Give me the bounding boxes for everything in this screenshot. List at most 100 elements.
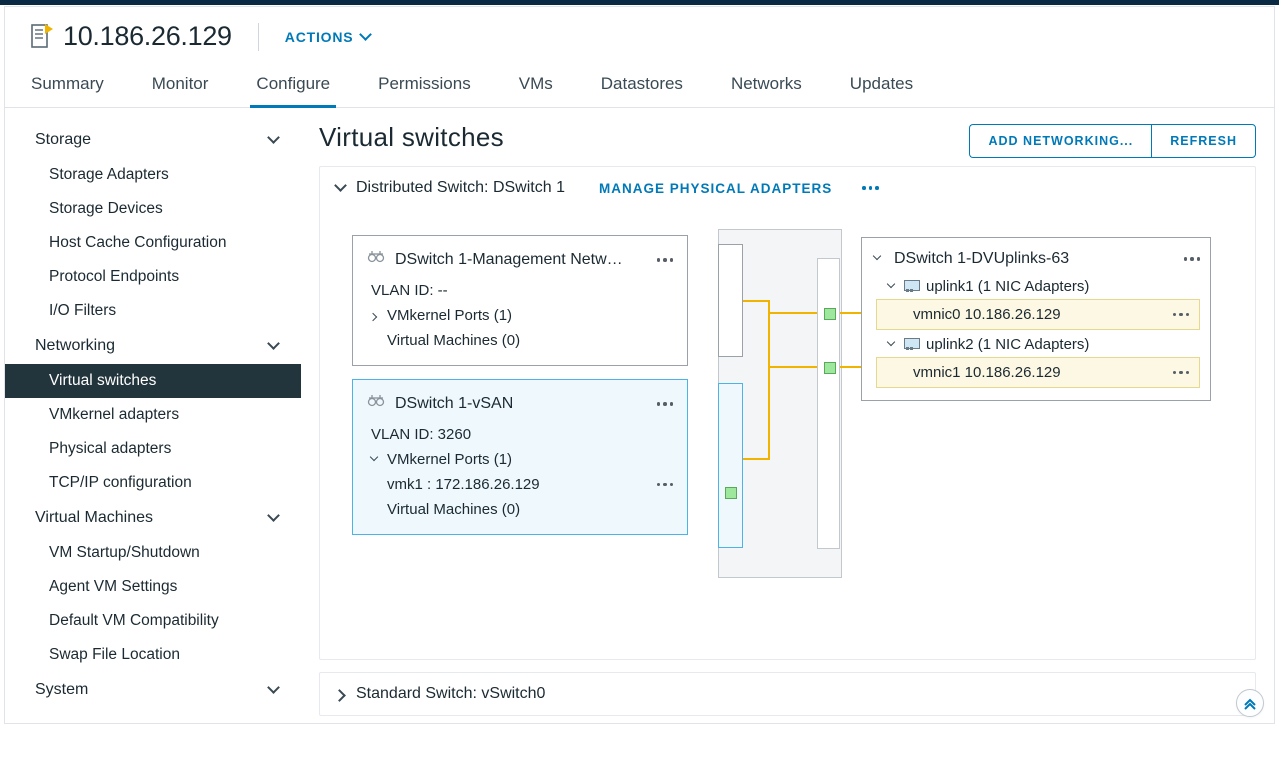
chevron-down-icon xyxy=(269,341,279,351)
dswitch-actions-menu[interactable] xyxy=(862,186,879,190)
uplinks-actions-menu[interactable] xyxy=(1184,257,1201,261)
chevron-down-icon xyxy=(269,685,279,695)
sidebar-section-networking[interactable]: Networking xyxy=(5,328,301,364)
chevron-right-icon xyxy=(371,312,379,320)
page-container: 10.186.26.129 ACTIONS Summary Monitor Co… xyxy=(4,6,1275,724)
sidebar-item-io-filters[interactable]: I/O Filters xyxy=(5,294,301,328)
vmk-item-row[interactable]: vmk1 : 172.186.26.129 xyxy=(367,472,673,497)
sidebar-item-protocol-endpoints[interactable]: Protocol Endpoints xyxy=(5,260,301,294)
content-header: Virtual switches ADD NETWORKING... REFRE… xyxy=(319,122,1256,158)
chevron-down-icon[interactable] xyxy=(874,255,882,263)
topology-wire xyxy=(770,312,817,314)
uplink-node-icon xyxy=(824,362,836,374)
vmkernel-ports-row[interactable]: VMkernel Ports (1) xyxy=(367,303,673,328)
tab-configure[interactable]: Configure xyxy=(250,68,336,107)
portgroup-stub xyxy=(718,244,743,357)
portgroup-card-vsan[interactable]: DSwitch 1-vSAN VLAN ID: 3260 VMkernel Po… xyxy=(352,379,688,535)
topology-wire xyxy=(770,366,817,368)
sidebar-item-agent-vm[interactable]: Agent VM Settings xyxy=(5,570,301,604)
tab-networks[interactable]: Networks xyxy=(725,68,808,107)
vlan-label: VLAN ID: -- xyxy=(367,278,673,303)
uplinks-title: DSwitch 1-DVUplinks-63 xyxy=(894,250,1069,268)
add-networking-button[interactable]: ADD NETWORKING... xyxy=(969,124,1151,158)
topology-center-uplink-bar xyxy=(817,258,840,549)
dswitch-header: Distributed Switch: DSwitch 1 MANAGE PHY… xyxy=(320,167,1255,209)
sidebar-section-virtual-machines[interactable]: Virtual Machines xyxy=(5,500,301,536)
sidebar-item-default-vm-compat[interactable]: Default VM Compatibility xyxy=(5,604,301,638)
uplink-node-icon xyxy=(824,308,836,320)
virtual-machines-label: Virtual Machines (0) xyxy=(367,328,673,353)
sidebar-item-tcpip[interactable]: TCP/IP configuration xyxy=(5,466,301,500)
tab-updates[interactable]: Updates xyxy=(844,68,919,107)
sidebar-item-storage-devices[interactable]: Storage Devices xyxy=(5,192,301,226)
portgroup-icon xyxy=(367,394,385,414)
nic-icon xyxy=(904,280,920,293)
sidebar-item-vm-startup[interactable]: VM Startup/Shutdown xyxy=(5,536,301,570)
topology-wire xyxy=(840,312,861,314)
chevron-down-icon xyxy=(888,341,896,349)
portgroup-stub-selected xyxy=(718,383,743,548)
sidebar-item-swap-file[interactable]: Swap File Location xyxy=(5,638,301,672)
tab-datastores[interactable]: Datastores xyxy=(595,68,689,107)
sidebar-item-storage-adapters[interactable]: Storage Adapters xyxy=(5,158,301,192)
dswitch-label[interactable]: Distributed Switch: DSwitch 1 xyxy=(356,179,565,197)
portgroup-card-management[interactable]: DSwitch 1-Management Netw… VLAN ID: -- V… xyxy=(352,235,688,366)
vmnic-row[interactable]: vmnic0 10.186.26.129 xyxy=(876,299,1200,330)
tab-vms[interactable]: VMs xyxy=(513,68,559,107)
actions-menu[interactable]: ACTIONS xyxy=(285,29,372,45)
uplink-row[interactable]: uplink1 (1 NIC Adapters) xyxy=(874,274,1200,299)
uplink-label: uplink1 (1 NIC Adapters) xyxy=(926,278,1089,295)
chevron-down-icon xyxy=(269,513,279,523)
vmkernel-ports-label: VMkernel Ports (1) xyxy=(387,307,512,324)
page-header: 10.186.26.129 ACTIONS xyxy=(5,7,1274,62)
uplink-label: uplink2 (1 NIC Adapters) xyxy=(926,336,1089,353)
content-button-group: ADD NETWORKING... REFRESH xyxy=(969,124,1256,158)
portgroup-icon xyxy=(367,250,385,270)
sidebar-item-vmkernel-adapters[interactable]: VMkernel adapters xyxy=(5,398,301,432)
sidebar-section-system[interactable]: System xyxy=(5,672,301,708)
sidebar-item-virtual-switches[interactable]: Virtual switches xyxy=(5,364,301,398)
nic-icon xyxy=(904,338,920,351)
portgroup-actions-menu[interactable] xyxy=(657,402,674,406)
refresh-button[interactable]: REFRESH xyxy=(1151,124,1256,158)
sidebar-section-label: Networking xyxy=(35,337,115,355)
sidebar-item-physical-adapters[interactable]: Physical adapters xyxy=(5,432,301,466)
tab-permissions[interactable]: Permissions xyxy=(372,68,477,107)
vmnic-label: vmnic0 10.186.26.129 xyxy=(913,306,1061,323)
sidebar-section-label: Storage xyxy=(35,131,91,149)
vmnic-actions-menu[interactable] xyxy=(1173,371,1190,375)
manage-physical-adapters-link[interactable]: MANAGE PHYSICAL ADAPTERS xyxy=(599,181,832,196)
host-icon xyxy=(31,24,53,50)
topology-wire xyxy=(840,366,861,368)
vmkernel-ports-row[interactable]: VMkernel Ports (1) xyxy=(367,447,673,472)
vmnic-row[interactable]: vmnic1 10.186.26.129 xyxy=(876,357,1200,388)
chevron-right-icon xyxy=(336,689,346,699)
sidebar-section-storage[interactable]: Storage xyxy=(5,122,301,158)
portgroup-title-row: DSwitch 1-vSAN xyxy=(367,394,673,414)
portgroup-title: DSwitch 1-vSAN xyxy=(395,395,513,413)
portgroup-actions-menu[interactable] xyxy=(657,258,674,262)
uplink-row[interactable]: uplink2 (1 NIC Adapters) xyxy=(874,332,1200,357)
tab-summary[interactable]: Summary xyxy=(25,68,110,107)
portgroup-title-row: DSwitch 1-Management Netw… xyxy=(367,250,673,270)
tab-bar: Summary Monitor Configure Permissions VM… xyxy=(5,68,1274,108)
chevron-down-icon xyxy=(269,135,279,145)
window-top-border xyxy=(0,0,1279,5)
uplinks-card[interactable]: DSwitch 1-DVUplinks-63 uplink1 (1 NIC Ad… xyxy=(861,237,1211,401)
sidebar-item-host-cache[interactable]: Host Cache Configuration xyxy=(5,226,301,260)
expand-fab-button[interactable] xyxy=(1236,689,1264,717)
tab-monitor[interactable]: Monitor xyxy=(146,68,215,107)
virtual-machines-label: Virtual Machines (0) xyxy=(367,497,673,522)
vlan-label: VLAN ID: 3260 xyxy=(367,422,673,447)
host-title: 10.186.26.129 xyxy=(63,21,232,52)
chevron-down-icon[interactable] xyxy=(336,183,346,193)
standard-switch-panel: Standard Switch: vSwitch0 xyxy=(319,672,1256,716)
topology-wire xyxy=(768,316,770,327)
sidebar[interactable]: Storage Storage Adapters Storage Devices… xyxy=(5,108,301,716)
vmnic-actions-menu[interactable] xyxy=(1173,313,1190,317)
sidebar-section-label: Virtual Machines xyxy=(35,509,153,527)
header-divider xyxy=(258,23,259,51)
standard-switch-header[interactable]: Standard Switch: vSwitch0 xyxy=(320,673,1255,715)
portgroup-title: DSwitch 1-Management Netw… xyxy=(395,251,623,269)
vmk-item-menu[interactable] xyxy=(657,483,674,487)
